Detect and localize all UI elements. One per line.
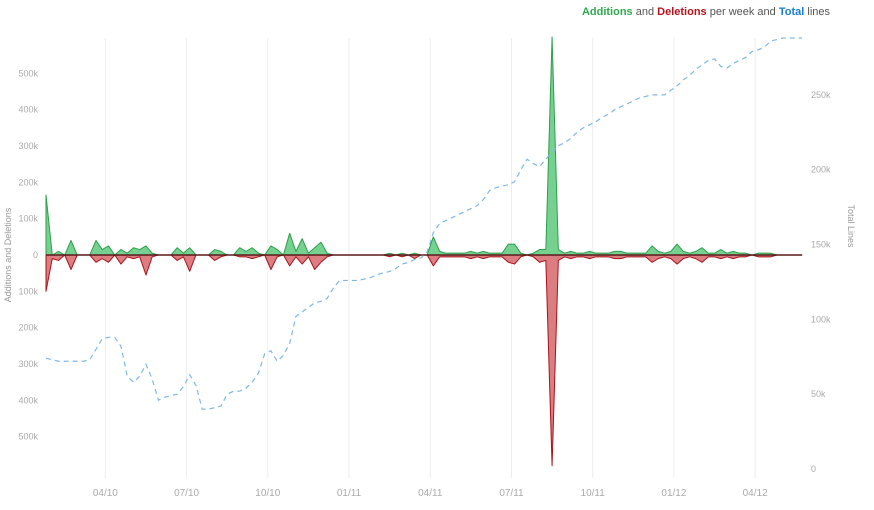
legend-additions: Additions [581, 6, 633, 18]
x-tick-label: 04/11 [418, 488, 443, 499]
right-tick-label: 200k [811, 165, 831, 175]
right-tick-label: 150k [811, 240, 831, 250]
left-tick-label: 500k [18, 68, 38, 78]
left-tick-label: 300k [18, 141, 38, 151]
line-layer [45, 37, 802, 410]
x-tick-label: 04/10 [93, 488, 118, 499]
x-tick-label: 01/12 [661, 488, 686, 499]
legend-lines: lines [807, 6, 830, 18]
legend-and: and [635, 6, 655, 18]
left-axis-title: Additions and Deletions [3, 207, 13, 302]
legend-per-week-and: per week and [709, 6, 776, 18]
left-tick-label: 400k [18, 395, 38, 405]
x-tick-label: 01/11 [337, 488, 362, 499]
x-tick-label: 07/10 [174, 488, 199, 499]
right-tick-label: 50k [811, 389, 826, 399]
axis-layer: 04/10 07/10 10/10 01/11 04/11 07/11 10/11 01/12… [3, 68, 856, 499]
left-tick-label: 200k [18, 323, 38, 333]
x-tick-label: 10/11 [581, 488, 606, 499]
chart-legend: Additions and Deletions per week and Tot… [582, 6, 830, 18]
left-tick-label: 0 [33, 250, 38, 260]
right-tick-label: 250k [811, 90, 831, 100]
left-tick-label: 100k [18, 214, 38, 224]
deletions-area [45, 254, 803, 467]
x-tick-label: 10/10 [255, 488, 280, 499]
legend-total: Total [778, 6, 805, 18]
x-tick-label: 04/12 [743, 488, 768, 499]
left-tick-label: 300k [18, 359, 38, 369]
right-axis-title: Total Lines [846, 204, 856, 248]
left-tick-label: 100k [18, 286, 38, 296]
legend-deletions: Deletions [657, 6, 707, 18]
right-tick-label: 100k [811, 314, 831, 324]
additions-area [45, 36, 803, 256]
area-layer [45, 36, 803, 467]
right-tick-label: 0 [811, 464, 816, 474]
left-tick-label: 500k [18, 432, 38, 442]
left-tick-label: 400k [18, 105, 38, 115]
total-lines-series [45, 37, 802, 410]
x-tick-label: 07/11 [499, 488, 524, 499]
left-tick-label: 200k [18, 177, 38, 187]
